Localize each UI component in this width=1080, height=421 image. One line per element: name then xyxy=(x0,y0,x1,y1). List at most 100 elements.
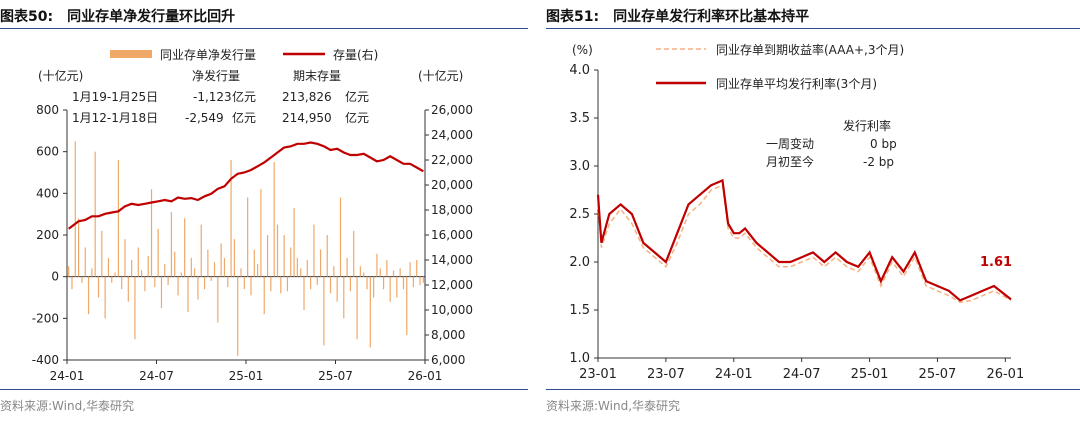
net-issuance-bar xyxy=(91,268,93,277)
net-issuance-bar xyxy=(306,260,308,277)
net-issuance-bar xyxy=(280,276,282,294)
right-chart: (%) 同业存单到期收益率(AAA+,3个月) 同业存单平均发行利率(3个月) … xyxy=(569,42,1024,382)
net-issuance-bar xyxy=(144,276,146,292)
net-issuance-bar xyxy=(386,260,388,277)
legend-bar-swatch xyxy=(110,50,152,58)
left-figure-title: 图表50: 同业存单净发行量环比回升 xyxy=(0,6,235,26)
net-issuance-bar xyxy=(273,162,275,277)
x-tick-label: 24-01 xyxy=(715,367,753,382)
net-issuance-bar xyxy=(316,276,318,285)
stock-line xyxy=(68,141,424,230)
net-issuance-bar xyxy=(177,276,179,296)
issuance-rate-line xyxy=(596,178,1012,302)
net-issuance-bar xyxy=(237,276,239,356)
net-issuance-bar xyxy=(412,276,414,288)
net-issuance-bar xyxy=(134,276,136,340)
right-y-tick-label: 6,000 xyxy=(431,353,465,367)
net-issuance-bar xyxy=(180,272,182,277)
legend-dashed-label: 同业存单到期收益率(AAA+,3个月) xyxy=(716,42,904,57)
net-issuance-bar xyxy=(197,276,199,300)
left-chart: 同业存单净发行量 存量(右) (十亿元) (十亿元) 净发行量 期末存量 1月1… xyxy=(32,47,473,383)
net-issuance-bar xyxy=(290,247,292,277)
y-tick-label: 1.0 xyxy=(569,351,590,366)
net-issuance-bar xyxy=(373,276,375,298)
net-issuance-bar xyxy=(233,239,235,277)
legend-line-label: 存量(右) xyxy=(333,47,378,62)
net-issuance-bar xyxy=(389,276,391,302)
net-issuance-bar xyxy=(366,276,368,290)
right-figure-panel: 图表51: 同业存单发行利率环比基本持平 (%) 同业存单到期收益率(AAA+,3… xyxy=(546,0,1080,421)
net-issuance-bar xyxy=(240,268,242,277)
right-y-tick-label: 12,000 xyxy=(431,278,473,292)
net-issuance-bar xyxy=(392,270,395,277)
table-row-stock-unit: 亿元 xyxy=(345,110,369,125)
left-source-note: 资料来源:Wind,华泰研究 xyxy=(0,399,135,413)
left-top-rule xyxy=(0,28,528,29)
net-issuance-bar xyxy=(190,257,192,277)
left-y-tick-label: -200 xyxy=(32,311,59,325)
x-tick-label: 24-07 xyxy=(139,369,174,383)
net-issuance-bar xyxy=(363,272,365,277)
net-issuance-bar xyxy=(399,268,401,277)
net-issuance-bar xyxy=(247,197,249,277)
net-issuance-bar xyxy=(353,230,355,277)
right-axis-unit: (十亿元) xyxy=(418,68,463,83)
net-issuance-bar xyxy=(81,276,83,283)
net-issuance-bar xyxy=(150,189,153,277)
x-tick-label: 25-01 xyxy=(229,369,264,383)
net-issuance-bar xyxy=(174,251,176,277)
right-bottom-rule xyxy=(546,389,1080,390)
net-issuance-bar xyxy=(107,257,110,277)
net-issuance-bar xyxy=(213,262,216,277)
right-y-tick-label: 10,000 xyxy=(431,303,473,317)
net-issuance-bar xyxy=(127,276,129,302)
net-issuance-bar xyxy=(336,276,338,302)
net-issuance-bar xyxy=(379,268,381,277)
net-issuance-bar xyxy=(121,276,123,290)
x-tick-label: 24-01 xyxy=(50,369,85,383)
net-issuance-bar xyxy=(101,230,103,277)
net-issuance-bar xyxy=(78,218,80,277)
net-issuance-bar xyxy=(270,276,272,292)
x-tick-label: 23-07 xyxy=(647,367,685,382)
annotation-row-value: 0 bp xyxy=(870,137,897,151)
left-figure-title-text: 同业存单净发行量环比回升 xyxy=(67,9,236,25)
table-row-net: -1,123 xyxy=(193,90,232,104)
net-issuance-bar xyxy=(250,276,252,296)
right-figure-title: 图表51: 同业存单发行利率环比基本持平 xyxy=(546,6,809,26)
net-issuance-bar xyxy=(227,276,229,288)
right-y-tick-label: 14,000 xyxy=(431,253,473,267)
net-issuance-bar xyxy=(154,276,156,288)
x-tick-label: 26-01 xyxy=(408,369,443,383)
net-issuance-bar xyxy=(223,257,226,277)
net-issuance-bar xyxy=(68,266,70,277)
net-issuance-bar xyxy=(349,276,352,292)
net-issuance-bar xyxy=(200,224,202,277)
net-issuance-bar xyxy=(300,268,302,277)
net-issuance-bar xyxy=(313,224,315,277)
legend-bar-label: 同业存单净发行量 xyxy=(160,47,256,62)
x-tick-label: 24-07 xyxy=(783,367,821,382)
net-issuance-bar xyxy=(276,224,279,277)
y-tick-label: 4.0 xyxy=(569,63,590,78)
net-issuance-bar xyxy=(124,239,126,277)
net-issuance-bar xyxy=(356,276,358,340)
left-figure-panel: 图表50: 同业存单净发行量环比回升 同业存单净发行量 存量(右) (十亿元) (… xyxy=(0,0,528,421)
net-issuance-bar xyxy=(203,276,206,290)
net-issuance-bar xyxy=(243,276,245,290)
annotation-row-label: 月初至今 xyxy=(766,154,814,169)
right-y-tick-label: 22,000 xyxy=(431,153,473,167)
x-tick-label: 25-01 xyxy=(851,367,889,382)
y-tick-label: 3.5 xyxy=(569,111,590,126)
net-issuance-bar xyxy=(346,257,348,277)
left-y-tick-label: 400 xyxy=(36,186,59,200)
net-issuance-bar xyxy=(194,268,196,277)
net-issuance-bar xyxy=(359,266,361,277)
left-y-tick-label: -400 xyxy=(32,353,59,367)
net-issuance-bar xyxy=(422,276,424,283)
net-issuance-bar xyxy=(326,235,328,277)
annotation-row-label: 一周变动 xyxy=(766,136,814,151)
net-issuance-bar xyxy=(117,160,119,277)
net-issuance-bar xyxy=(323,276,325,346)
right-y-tick-label: 24,000 xyxy=(431,128,473,142)
